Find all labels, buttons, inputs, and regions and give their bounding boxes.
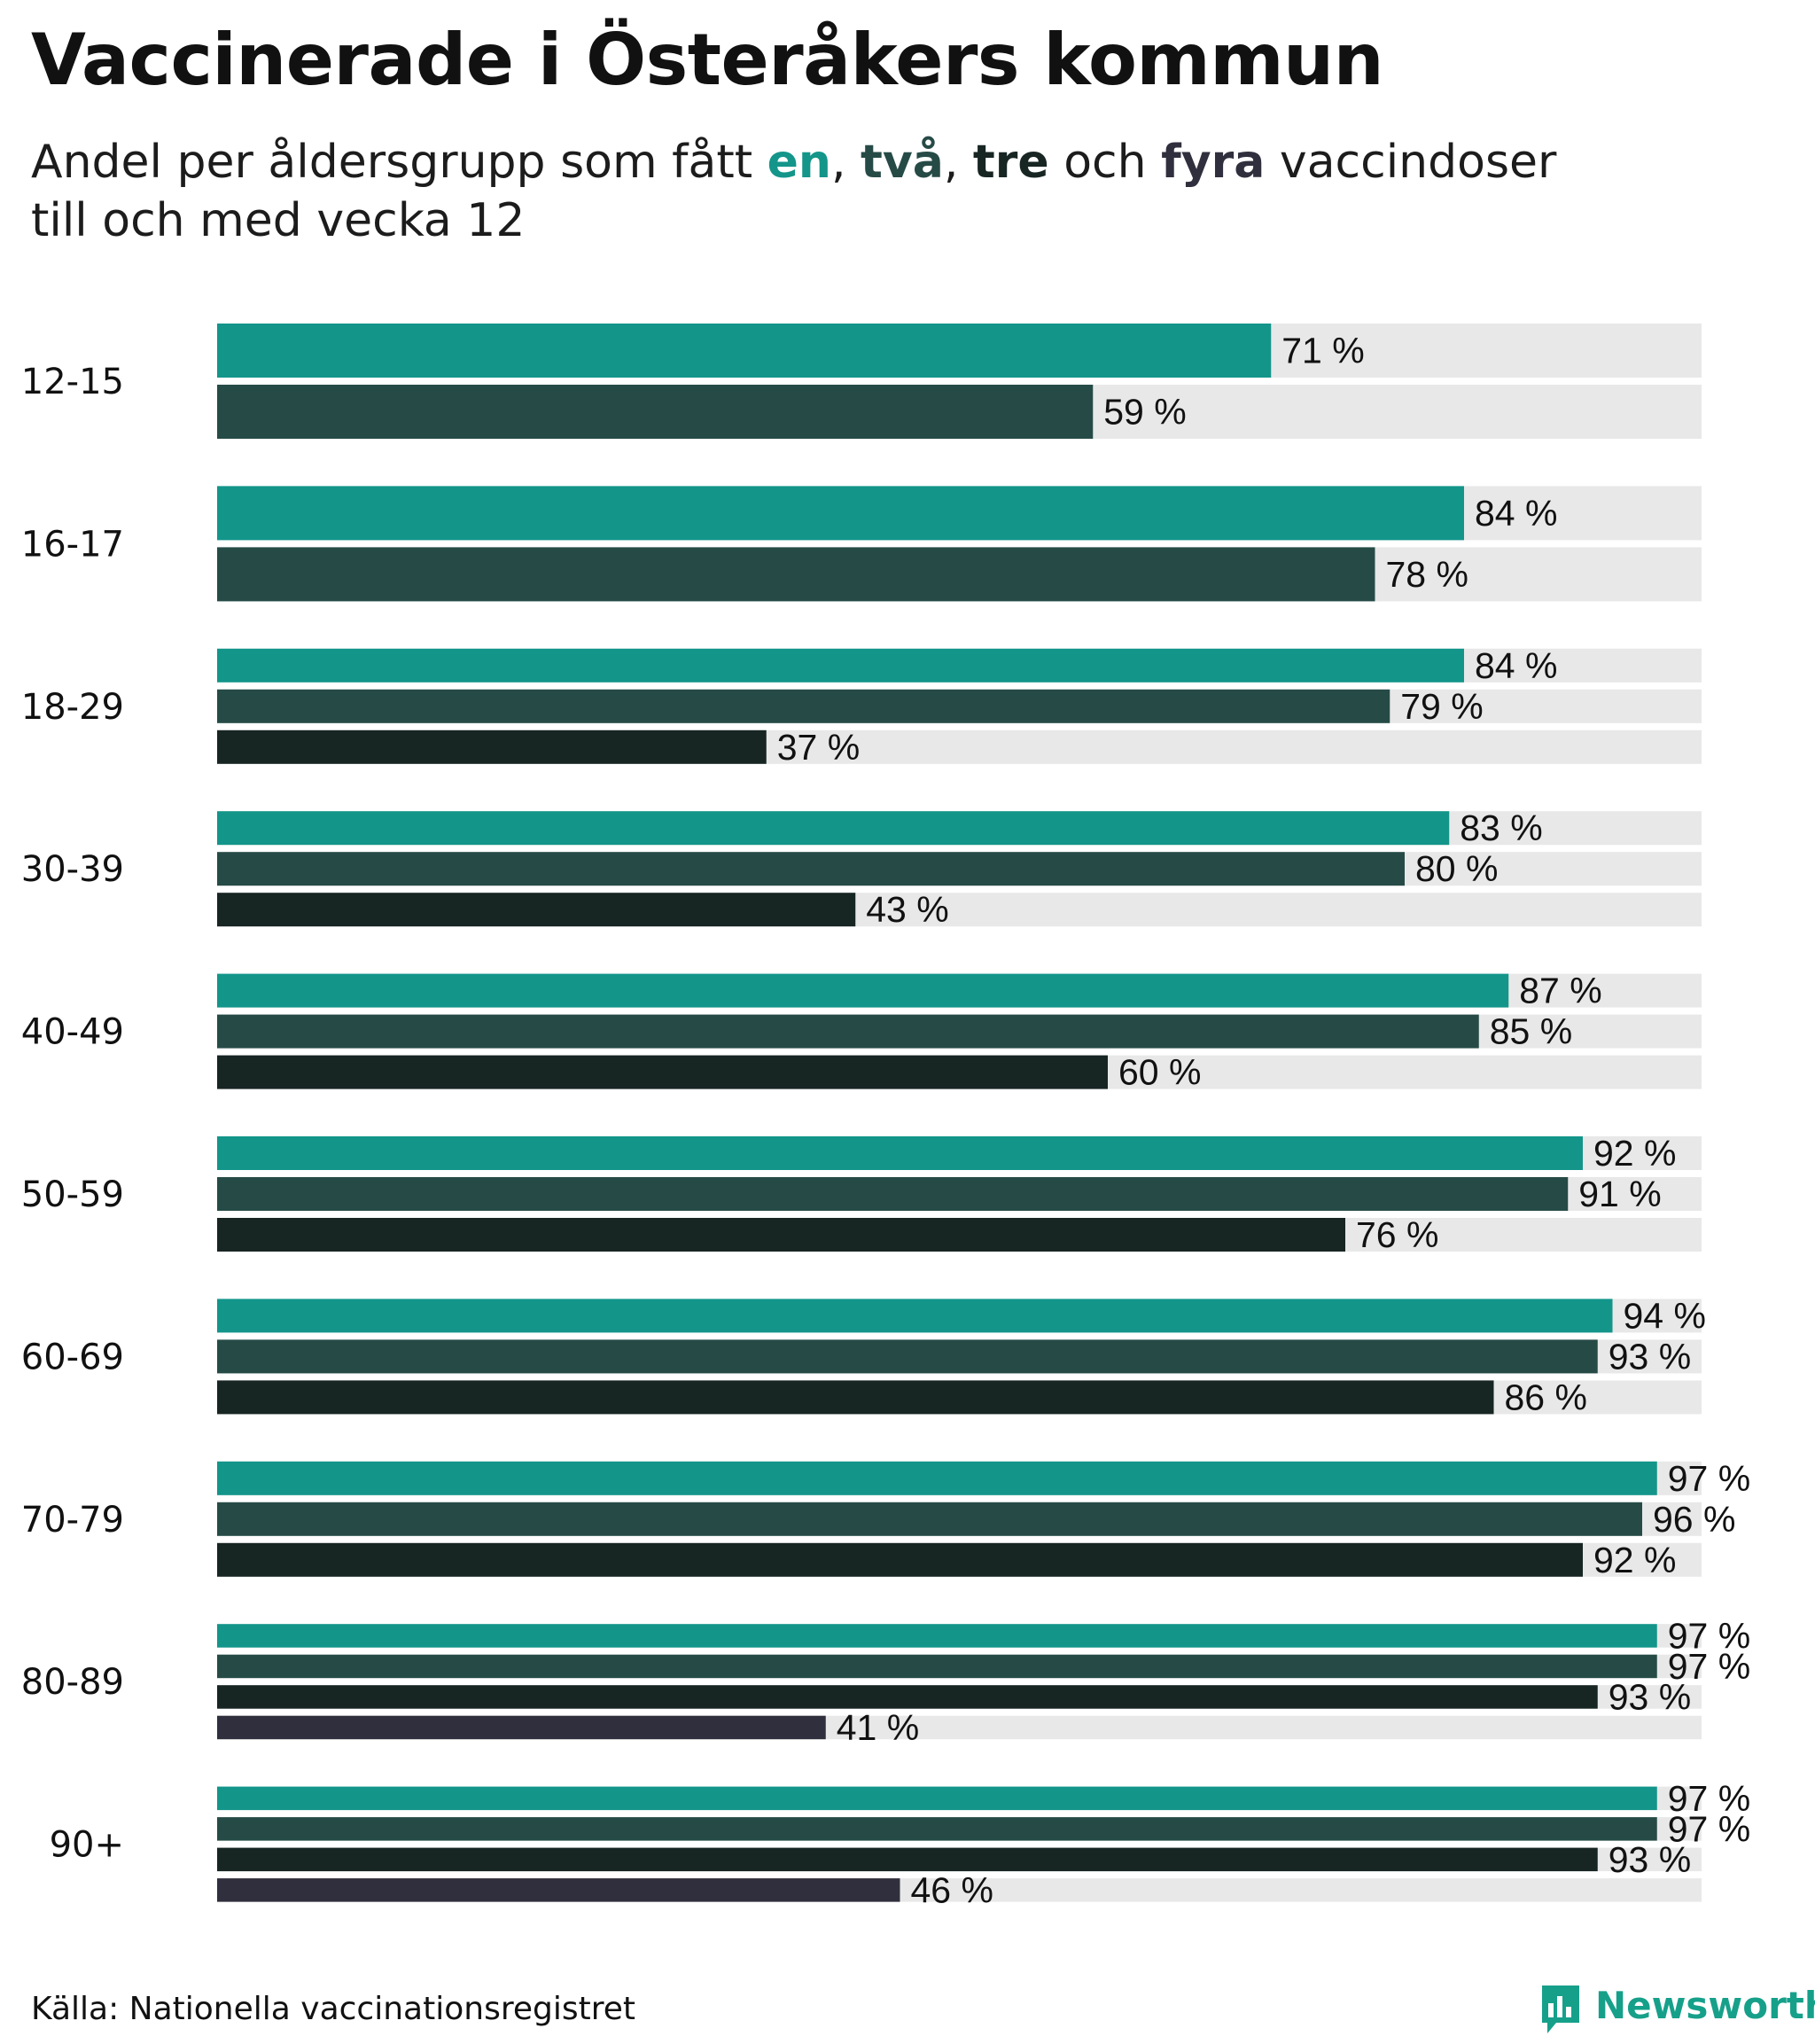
data-label: 78 %	[1386, 554, 1468, 595]
subtitle-sep2: ,	[943, 136, 973, 189]
bar-två-80-89	[217, 1654, 1657, 1679]
bar-group-90+: 90+97 %97 %93 %46 %	[50, 1778, 1751, 1911]
data-label: 97 %	[1668, 1778, 1750, 1819]
data-label: 93 %	[1609, 1676, 1691, 1717]
data-label: 76 %	[1356, 1214, 1438, 1255]
bar-en-50-59	[217, 1136, 1583, 1170]
subtitle-conj: och	[1048, 136, 1162, 189]
data-label: 71 %	[1281, 331, 1364, 371]
bar-tre-40-49	[217, 1055, 1108, 1089]
bar-två-90+	[217, 1817, 1657, 1841]
bar-fyra-90+	[217, 1878, 900, 1902]
bar-en-18-29	[217, 648, 1464, 683]
data-label: 97 %	[1668, 1646, 1750, 1687]
category-label: 80-89	[21, 1662, 124, 1703]
bar-tre-50-59	[217, 1218, 1345, 1252]
brand-name: Newsworthy	[1595, 1984, 1815, 2027]
bar-en-70-79	[217, 1461, 1657, 1495]
chart-title: Vaccinerade i Österåkers kommun	[31, 19, 1384, 101]
bar-två-40-49	[217, 1014, 1479, 1049]
data-label: 94 %	[1624, 1295, 1706, 1336]
bar-två-12-15	[217, 385, 1094, 439]
brand-logo: Newsworthy	[1538, 1982, 1815, 2044]
category-label: 40-49	[21, 1012, 124, 1053]
data-label: 41 %	[837, 1707, 919, 1748]
data-label: 85 %	[1490, 1011, 1572, 1052]
source-note: Källa: Nationella vaccinationsregistret	[31, 1991, 635, 2027]
data-label: 59 %	[1103, 392, 1186, 433]
data-label: 93 %	[1609, 1839, 1691, 1880]
bar-group-12-15: 12-15 71 % 59 %	[21, 324, 1702, 439]
subtitle-suffix: vaccindoser	[1265, 136, 1557, 189]
bar-en-90+	[217, 1786, 1657, 1811]
data-label: 46 %	[911, 1869, 993, 1910]
data-label: 87 %	[1519, 971, 1601, 1011]
bar-en-80-89	[217, 1624, 1657, 1648]
bar-tre-90+	[217, 1847, 1598, 1872]
legend-dose2: två	[861, 136, 944, 189]
data-label: 97 %	[1668, 1615, 1750, 1656]
bar-tre-60-69	[217, 1380, 1494, 1415]
data-label: 92 %	[1593, 1133, 1676, 1174]
category-label: 70-79	[21, 1500, 124, 1541]
data-label: 43 %	[866, 889, 948, 930]
category-label: 60-69	[21, 1337, 124, 1377]
bar-två-16-17	[217, 547, 1375, 602]
chart-subtitle: Andel per åldersgrupp som fått en, två, …	[31, 133, 1715, 250]
bar-två-30-39	[217, 852, 1405, 886]
bar-en-40-49	[217, 973, 1509, 1008]
bar-tre-70-79	[217, 1542, 1583, 1577]
bar-group-50-59: 50-59 92 %91 % 76 %	[21, 1133, 1702, 1255]
bar-group-30-39: 30-39 83 %80 % 43 %	[21, 807, 1702, 930]
data-label: 84 %	[1475, 493, 1557, 534]
category-label: 90+	[50, 1825, 124, 1866]
bar-fyra-80-89	[217, 1715, 826, 1740]
legend-dose1: en	[767, 136, 831, 189]
data-label: 92 %	[1593, 1540, 1676, 1580]
bar-group-18-29: 18-29 84 %79 % 37 %	[21, 645, 1702, 768]
legend-dose4: fyra	[1161, 136, 1266, 189]
data-label: 86 %	[1505, 1377, 1587, 1417]
bar-tre-18-29	[217, 729, 767, 764]
bar-group-60-69: 60-69 94 %93 % 86 %	[21, 1295, 1706, 1417]
bar-tre-30-39	[217, 893, 856, 927]
data-label: 37 %	[777, 727, 860, 768]
data-label: 97 %	[1668, 1458, 1750, 1499]
bar-group-70-79: 70-79 97 %96 %92 %	[21, 1458, 1750, 1580]
data-label: 91 %	[1578, 1174, 1661, 1214]
category-label: 12-15	[21, 362, 124, 402]
bar-en-60-69	[217, 1299, 1613, 1333]
category-label: 30-39	[21, 849, 124, 890]
category-label: 18-29	[21, 687, 124, 728]
bar-group-16-17: 16-17 84 %78 %	[21, 486, 1702, 602]
bar-chart-speech-bubble-icon	[1542, 1985, 1579, 2033]
data-label: 60 %	[1118, 1052, 1201, 1093]
data-label: 84 %	[1475, 645, 1557, 686]
data-label: 96 %	[1653, 1499, 1735, 1540]
subtitle-prefix: Andel per åldersgrupp som fått	[31, 136, 767, 189]
legend-dose3: tre	[972, 136, 1049, 189]
bar-en-30-39	[217, 811, 1450, 846]
category-label: 50-59	[21, 1174, 124, 1215]
data-label: 79 %	[1400, 686, 1483, 727]
bar-en-12-15	[217, 324, 1272, 378]
bar-två-70-79	[217, 1502, 1642, 1536]
data-label: 93 %	[1609, 1336, 1691, 1377]
bar-tre-80-89	[217, 1685, 1598, 1709]
subtitle-line2: till och med vecka 12	[31, 194, 526, 247]
bar-två-18-29	[217, 689, 1390, 723]
data-label: 80 %	[1415, 848, 1498, 889]
data-label: 83 %	[1460, 807, 1542, 848]
bar-en-16-17	[217, 486, 1464, 541]
data-label: 97 %	[1668, 1808, 1750, 1849]
category-label: 16-17	[21, 524, 124, 565]
bar-två-60-69	[217, 1339, 1598, 1374]
bar-två-50-59	[217, 1177, 1569, 1211]
subtitle-sep1: ,	[830, 136, 861, 189]
bar-group-40-49: 40-49 87 %85 % 60 %	[21, 971, 1702, 1093]
